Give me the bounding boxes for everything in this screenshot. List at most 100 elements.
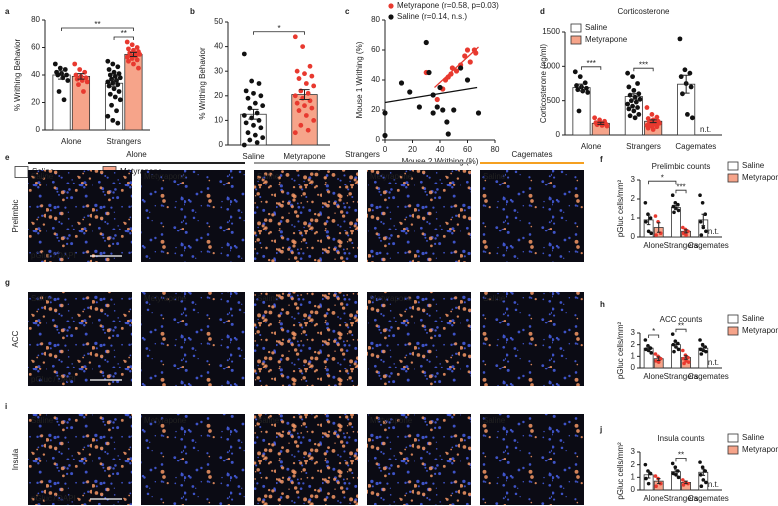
data-point (112, 94, 118, 100)
significance-label: ** (121, 29, 127, 38)
error-bar (701, 345, 706, 351)
data-point (703, 469, 708, 473)
data-point (635, 105, 640, 110)
data-point (672, 210, 676, 215)
treatment-label: Saline (257, 416, 280, 425)
data-point (646, 229, 651, 234)
data-point (670, 193, 675, 197)
data-point (296, 108, 302, 113)
data-point (311, 118, 317, 123)
error-bar (684, 480, 688, 485)
data-point (260, 135, 266, 141)
data-point (109, 76, 114, 82)
data-point (704, 480, 708, 485)
data-point (453, 68, 460, 74)
data-point (658, 481, 663, 486)
chart-title: Corticosterone (617, 7, 670, 16)
data-point (685, 112, 690, 117)
x-tick-label: Alone (61, 137, 82, 146)
legend-swatch (570, 23, 582, 33)
treatment-label: Metyrapone (144, 416, 187, 425)
legend-label: Metyrapone (742, 326, 778, 335)
data-point (57, 65, 63, 71)
legend-swatch (727, 173, 739, 183)
data-point (473, 50, 479, 56)
stain-label: pGluc (31, 375, 52, 384)
missing-label: n.t. (708, 358, 719, 367)
significance-label: ** (678, 451, 684, 460)
data-point (636, 91, 642, 97)
data-point (594, 122, 600, 128)
data-point (656, 360, 661, 364)
data-point (698, 193, 702, 197)
y-axis-label: Corticosterone (ng/ml) (539, 44, 548, 123)
data-point (115, 82, 121, 88)
data-point (649, 112, 655, 117)
error-bar (646, 471, 651, 479)
y-tick-label: 2 (631, 194, 636, 203)
data-point (398, 80, 405, 86)
data-point (673, 465, 678, 470)
treatment-label: Saline (483, 294, 506, 303)
data-point (126, 58, 131, 64)
data-point (654, 114, 660, 120)
data-point (241, 51, 247, 57)
treatment-label: Saline (31, 416, 54, 425)
data-point (258, 125, 264, 131)
data-point (124, 54, 130, 60)
data-point (678, 74, 684, 80)
panel-letter: j (599, 425, 602, 434)
chart-title: ACC counts (660, 315, 703, 324)
significance-bracket (113, 36, 134, 40)
panel-letter: a (5, 7, 10, 16)
data-point (309, 73, 315, 79)
x-tick-label: 20 (408, 145, 417, 154)
y-tick-label: 80 (31, 15, 40, 24)
data-point (648, 471, 653, 476)
data-point (136, 65, 141, 71)
y-tick-label: 1 (631, 213, 636, 222)
data-point (117, 97, 123, 103)
legend-marker (388, 14, 394, 20)
data-point (55, 72, 61, 78)
data-point (458, 65, 464, 71)
data-point (680, 91, 685, 97)
data-point (252, 132, 258, 138)
data-point (698, 473, 703, 477)
data-point (258, 93, 264, 99)
data-point (698, 460, 702, 464)
stain-label: DAPI (57, 251, 76, 260)
data-point (110, 117, 116, 123)
x-tick-label: Cagemates (688, 372, 729, 381)
data-point (572, 69, 578, 75)
x-tick-label: 80 (491, 145, 500, 154)
significance-label: *** (676, 182, 685, 191)
data-point (305, 90, 311, 96)
missing-label: n.t. (708, 227, 719, 236)
error-bar (597, 121, 605, 125)
row-label: Insula (11, 448, 20, 470)
micrograph (141, 292, 245, 386)
data-point (632, 115, 638, 121)
legend-label: Saline (742, 161, 765, 170)
data-point (434, 96, 440, 103)
panel-letter: d (540, 7, 545, 16)
data-point (76, 82, 81, 88)
data-point (445, 131, 451, 137)
data-point (126, 46, 131, 52)
bar (71, 75, 91, 131)
micrograph (141, 170, 245, 262)
treatment-label: Metyrapone (144, 172, 187, 181)
data-point (110, 61, 116, 67)
data-point (124, 39, 130, 45)
data-point (592, 115, 598, 121)
y-tick-label: 20 (371, 105, 380, 114)
data-point (698, 338, 702, 342)
data-point (296, 76, 302, 81)
data-point (407, 89, 413, 95)
data-point (116, 71, 122, 77)
data-point (243, 120, 249, 126)
data-point (65, 78, 71, 83)
data-point (292, 34, 298, 40)
data-point (654, 124, 660, 130)
